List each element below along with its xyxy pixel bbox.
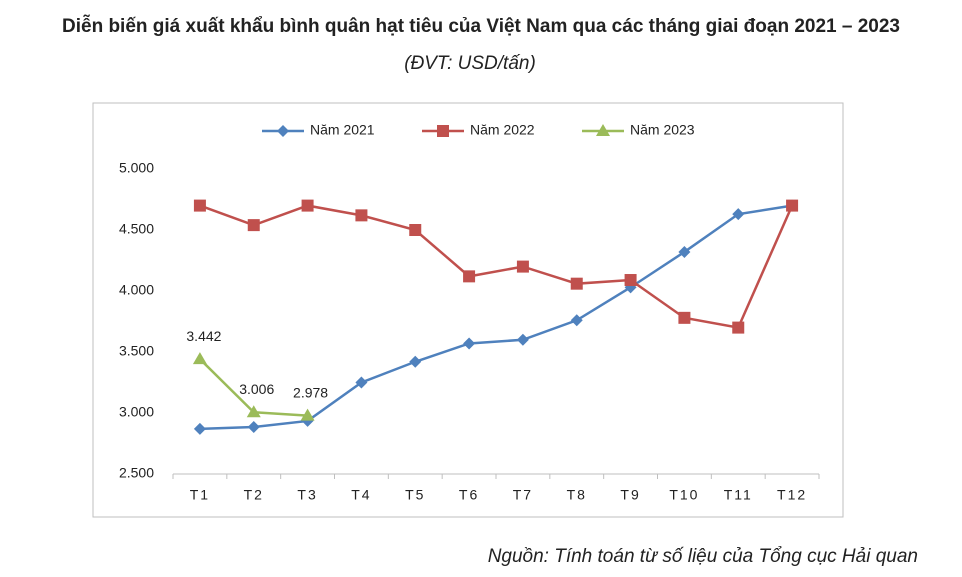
y-tick-label: 4.500 bbox=[119, 221, 154, 237]
data-point bbox=[247, 421, 260, 434]
data-point bbox=[355, 209, 368, 222]
data-label: 3.442 bbox=[186, 328, 221, 344]
y-tick-label: 5.000 bbox=[119, 160, 154, 176]
legend-label: Năm 2023 bbox=[630, 122, 695, 138]
legend-marker bbox=[596, 124, 610, 136]
y-tick-label: 3.000 bbox=[119, 404, 154, 420]
y-tick-label: 2.500 bbox=[119, 465, 154, 481]
x-tick-label: T8 bbox=[567, 487, 587, 503]
x-tick-label: T4 bbox=[351, 487, 371, 503]
data-point bbox=[193, 422, 206, 435]
chart-title: Diễn biến giá xuất khẩu bình quân hạt ti… bbox=[62, 15, 900, 37]
data-point bbox=[732, 208, 745, 221]
data-label: 3.006 bbox=[239, 381, 274, 397]
x-tick-label: T7 bbox=[513, 487, 533, 503]
x-tick-label: T10 bbox=[669, 487, 699, 503]
data-point bbox=[409, 224, 422, 236]
x-tick-label: T11 bbox=[724, 487, 753, 503]
x-tick-label: T2 bbox=[244, 487, 264, 503]
legend-marker bbox=[437, 125, 449, 137]
source-note: Nguồn: Tính toán từ số liệu của Tổng cục… bbox=[488, 546, 918, 567]
x-tick-label: T5 bbox=[405, 487, 425, 503]
data-point bbox=[678, 311, 691, 324]
data-point bbox=[301, 199, 314, 212]
x-tick-label: T9 bbox=[620, 487, 640, 503]
x-tick-label: T1 bbox=[190, 487, 210, 503]
x-tick-label: T12 bbox=[777, 487, 807, 503]
legend-label: Năm 2022 bbox=[470, 122, 535, 138]
data-point bbox=[463, 337, 476, 350]
series-line bbox=[199, 204, 794, 330]
data-point bbox=[463, 270, 476, 283]
data-point bbox=[516, 333, 529, 346]
data-point bbox=[624, 274, 637, 287]
data-point bbox=[247, 219, 260, 232]
data-point bbox=[409, 355, 422, 368]
data-point bbox=[193, 199, 206, 212]
data-point bbox=[355, 376, 368, 389]
legend-label: Năm 2021 bbox=[310, 122, 375, 138]
y-tick-label: 3.500 bbox=[119, 343, 154, 359]
data-point bbox=[678, 245, 691, 258]
data-point bbox=[570, 314, 583, 327]
data-point bbox=[192, 352, 207, 365]
data-label: 2.978 bbox=[293, 384, 328, 400]
data-point bbox=[300, 408, 315, 421]
x-tick-label: T6 bbox=[459, 487, 479, 503]
data-point bbox=[732, 321, 745, 334]
chart-subtitle: (ĐVT: USD/tấn) bbox=[404, 53, 536, 74]
data-point bbox=[570, 277, 583, 290]
x-tick-label: T3 bbox=[297, 487, 317, 503]
data-point bbox=[516, 260, 529, 273]
y-tick-label: 4.000 bbox=[119, 282, 154, 298]
data-point bbox=[786, 199, 799, 212]
chart-frame bbox=[92, 102, 844, 518]
data-point bbox=[246, 405, 261, 418]
legend-marker bbox=[277, 125, 289, 137]
series-line bbox=[199, 204, 793, 431]
